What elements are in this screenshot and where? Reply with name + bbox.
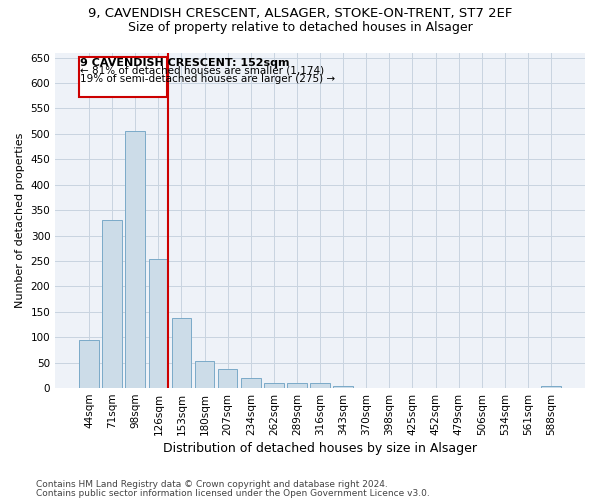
Text: Contains public sector information licensed under the Open Government Licence v3: Contains public sector information licen… — [36, 488, 430, 498]
Text: 9, CAVENDISH CRESCENT, ALSAGER, STOKE-ON-TRENT, ST7 2EF: 9, CAVENDISH CRESCENT, ALSAGER, STOKE-ON… — [88, 8, 512, 20]
Bar — [79, 56, 167, 97]
Bar — [310, 383, 330, 388]
Text: Contains HM Land Registry data © Crown copyright and database right 2024.: Contains HM Land Registry data © Crown c… — [36, 480, 388, 489]
Text: 19% of semi-detached houses are larger (275) →: 19% of semi-detached houses are larger (… — [80, 74, 335, 84]
Bar — [79, 340, 99, 388]
Bar — [195, 361, 214, 388]
Bar — [149, 260, 168, 388]
Text: 9 CAVENDISH CRESCENT: 152sqm: 9 CAVENDISH CRESCENT: 152sqm — [80, 58, 289, 68]
Text: Size of property relative to detached houses in Alsager: Size of property relative to detached ho… — [128, 21, 472, 34]
Y-axis label: Number of detached properties: Number of detached properties — [15, 132, 25, 308]
Bar — [241, 378, 260, 388]
Bar — [103, 220, 122, 388]
Bar — [172, 318, 191, 388]
Bar — [218, 370, 238, 388]
Bar — [334, 386, 353, 388]
X-axis label: Distribution of detached houses by size in Alsager: Distribution of detached houses by size … — [163, 442, 477, 455]
Bar — [541, 386, 561, 388]
Text: ← 81% of detached houses are smaller (1,174): ← 81% of detached houses are smaller (1,… — [80, 66, 324, 76]
Bar — [125, 132, 145, 388]
Bar — [264, 383, 284, 388]
Bar — [287, 383, 307, 388]
